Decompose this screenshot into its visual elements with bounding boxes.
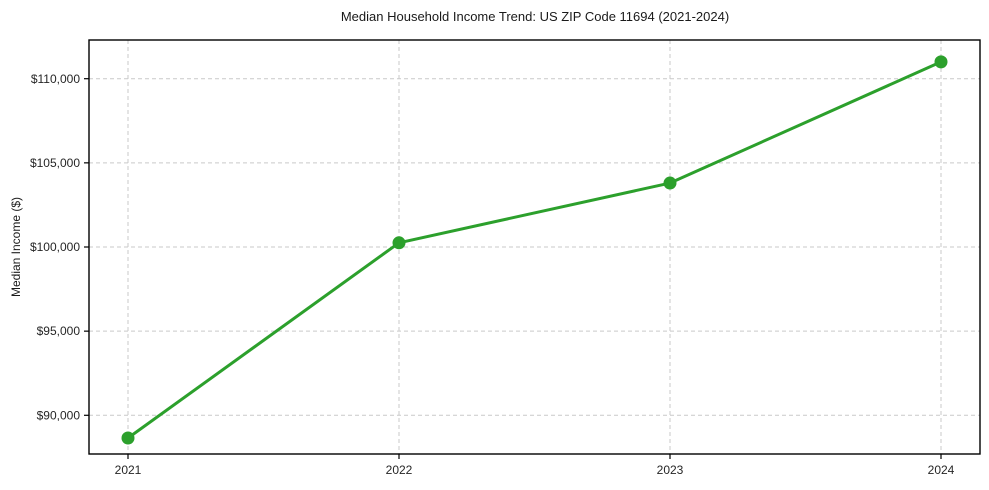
x-tick-label: 2023 bbox=[657, 463, 684, 477]
y-tick-label: $95,000 bbox=[37, 324, 81, 338]
data-point-marker bbox=[392, 236, 406, 250]
x-tick-label: 2021 bbox=[115, 463, 142, 477]
y-tick-label: $90,000 bbox=[37, 408, 81, 422]
y-tick-label: $100,000 bbox=[30, 240, 80, 254]
series-line bbox=[126, 60, 943, 440]
data-point-marker bbox=[934, 55, 948, 69]
x-tick-label: 2024 bbox=[928, 463, 955, 477]
data-point-marker bbox=[663, 176, 677, 190]
x-tick-label: 2022 bbox=[386, 463, 413, 477]
chart-title: Median Household Income Trend: US ZIP Co… bbox=[340, 9, 730, 24]
data-point-marker bbox=[121, 431, 135, 445]
y-tick-label: $110,000 bbox=[31, 72, 80, 86]
y-tick-label: $105,000 bbox=[30, 156, 80, 170]
